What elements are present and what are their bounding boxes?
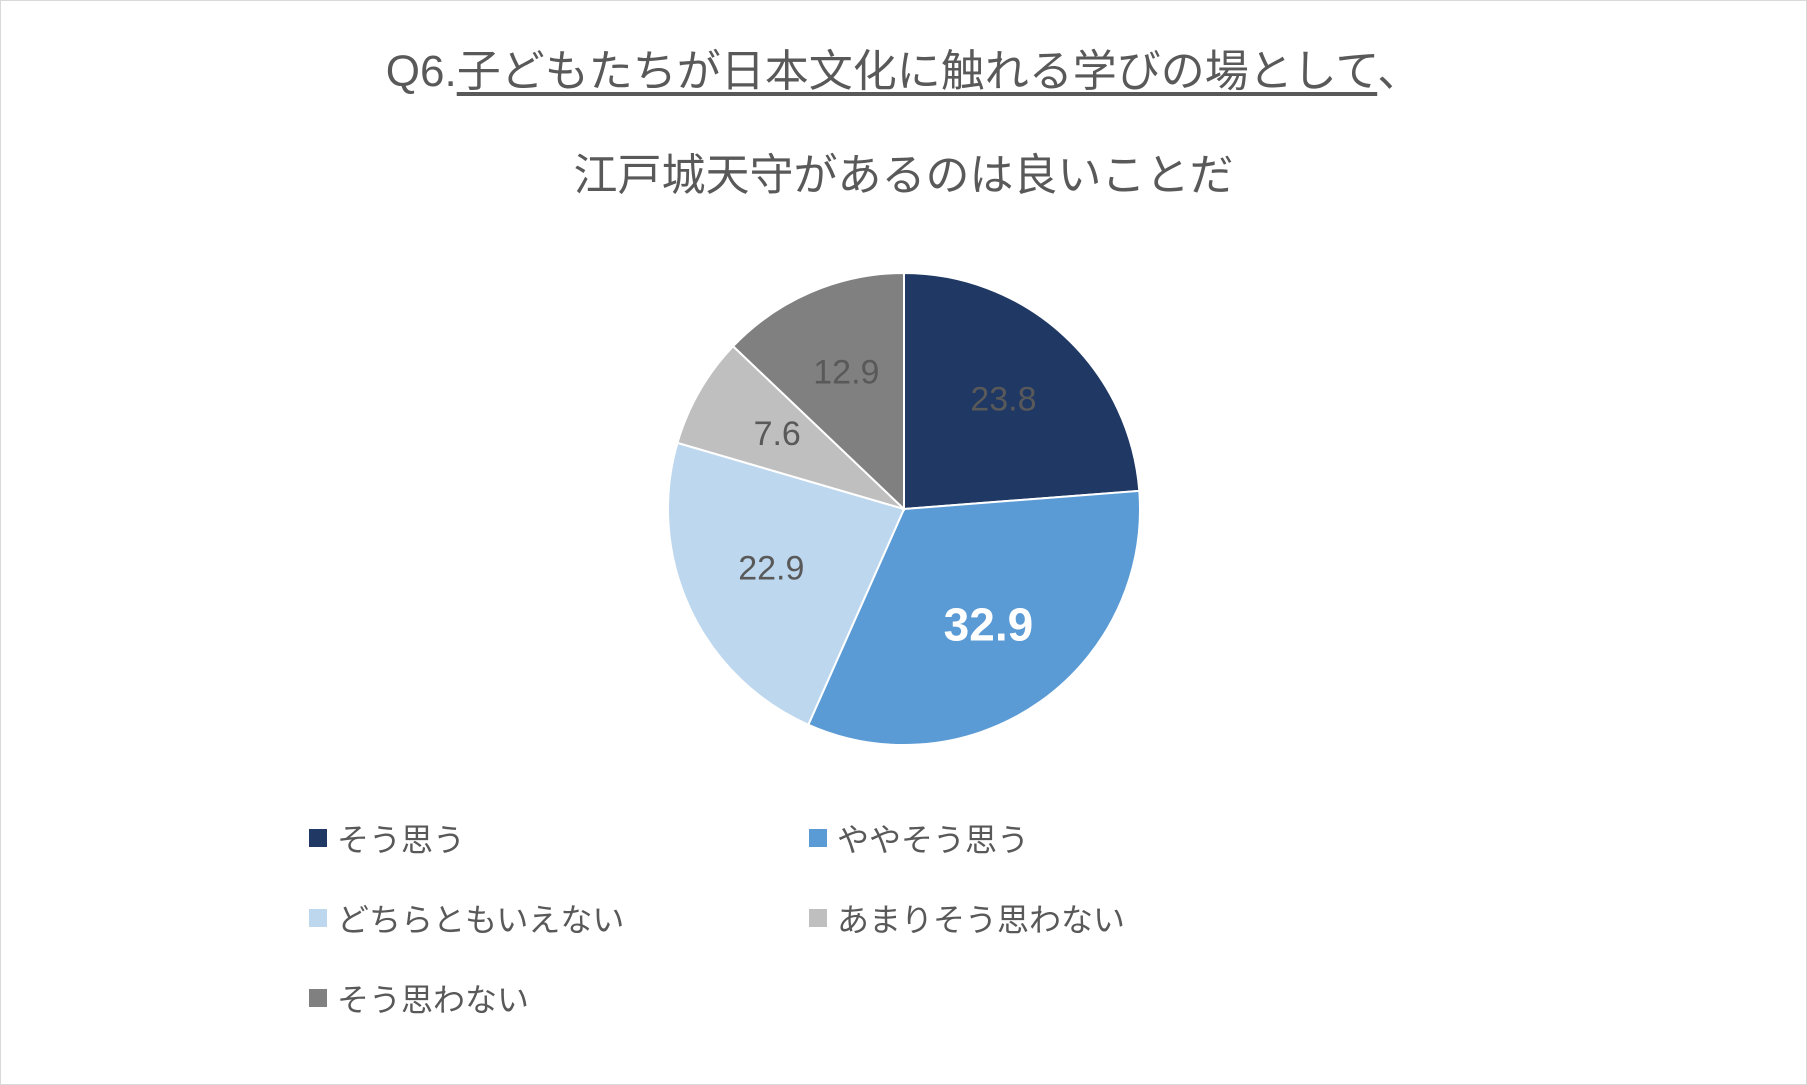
title-prefix: Q6. <box>386 47 457 96</box>
legend-swatch <box>309 829 327 847</box>
pie-slice-label: 23.8 <box>970 381 1036 419</box>
pie-slice-label: 12.9 <box>813 353 879 391</box>
legend-item: あまりそう思わない <box>809 895 1309 941</box>
legend-swatch <box>309 909 327 927</box>
legend: そう思う ややそう思うどちらともいえない あまりそう思わないそう思わない <box>49 815 1758 1021</box>
legend-label: ややそう思う <box>837 815 1029 861</box>
legend-item: ややそう思う <box>809 815 1309 861</box>
pie-slice-label: 7.6 <box>753 415 800 453</box>
title-line-1: Q6.子どもたちが日本文化に触れる学びの場として、 <box>49 35 1758 99</box>
legend-swatch <box>809 909 827 927</box>
title-underlined: 子どもたちが日本文化に触れる学びの場として <box>457 47 1377 96</box>
pie-chart: 23.8 32.9 22.9 7.6 12.9 <box>668 273 1140 745</box>
legend-item: そう思う <box>309 815 809 861</box>
chart-title: Q6.子どもたちが日本文化に触れる学びの場として、 江戸城天守があるのは良いこと… <box>49 35 1758 203</box>
pie-slice-label: 32.9 <box>943 599 1033 651</box>
legend-label: そう思う <box>337 815 465 861</box>
pie-slice-label: 22.9 <box>738 550 804 588</box>
legend-swatch <box>309 989 327 1007</box>
chart-card: Q6.子どもたちが日本文化に触れる学びの場として、 江戸城天守があるのは良いこと… <box>0 0 1807 1085</box>
pie-chart-wrap: 23.8 32.9 22.9 7.6 12.9 <box>49 273 1758 745</box>
legend-label: そう思わない <box>337 975 529 1021</box>
legend-item: どちらともいえない <box>309 895 809 941</box>
legend-swatch <box>809 829 827 847</box>
title-suffix: 、 <box>1377 47 1421 96</box>
legend-label: どちらともいえない <box>337 895 624 941</box>
legend-item: そう思わない <box>309 975 809 1021</box>
legend-label: あまりそう思わない <box>837 895 1125 941</box>
title-line-2: 江戸城天守があるのは良いことだ <box>49 139 1758 203</box>
